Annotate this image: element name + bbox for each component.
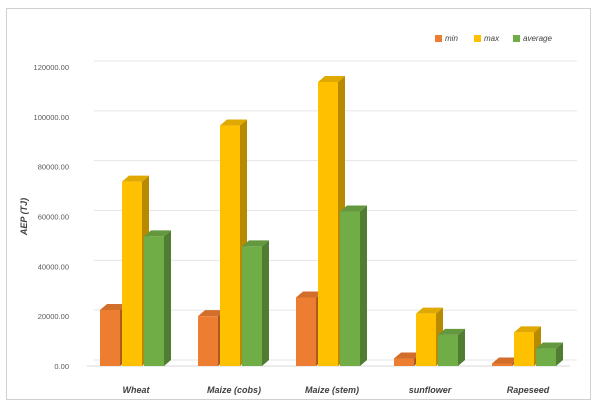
y-tick-label: 120000.00 [34, 63, 69, 72]
bar-top [100, 303, 127, 310]
bar-top [296, 291, 323, 298]
bar-top [220, 119, 247, 126]
bar-top [514, 326, 541, 333]
bar-side [458, 328, 465, 366]
x-tick-label: Maize (cobs) [207, 385, 261, 395]
bar-top [198, 310, 225, 317]
bar-front [198, 316, 218, 366]
x-tick-label: Wheat [123, 385, 151, 395]
bar-front [318, 81, 338, 366]
bar-front [100, 309, 120, 366]
bar-front [220, 125, 240, 366]
bar-side [556, 342, 563, 366]
bar-top [438, 328, 465, 335]
bar-average [340, 205, 367, 366]
bar-top [318, 75, 345, 82]
bar-top [492, 357, 519, 364]
x-tick-label: Maize (stem) [305, 385, 359, 395]
legend-swatch-average [513, 35, 520, 42]
y-tick-label: 20000.00 [38, 312, 69, 321]
y-tick-label: 100000.00 [34, 113, 69, 122]
bar-side [262, 240, 269, 366]
y-tick-label: 80000.00 [38, 163, 69, 172]
y-axis-label: AEP (TJ) [19, 198, 29, 236]
y-tick-label: 60000.00 [38, 213, 69, 222]
legend-label-average: average [523, 34, 552, 43]
legend-swatch-max [474, 35, 481, 42]
bar-top [394, 352, 421, 359]
bar-top [144, 230, 171, 237]
bar-side [360, 205, 367, 366]
bar-front [536, 348, 556, 366]
bar-front [242, 246, 262, 366]
chart-frame: 0.00 20000.00 40000.00 60000.00 80000.00 1000… [6, 8, 591, 400]
bar-top [340, 205, 367, 212]
bar-front [144, 236, 164, 366]
bar-front [492, 363, 512, 366]
bar-average [242, 240, 269, 366]
bar-average [144, 230, 171, 366]
bar-front [296, 297, 316, 366]
x-tick-label: sunflower [409, 385, 452, 395]
bar-side [164, 230, 171, 366]
bar-front [122, 181, 142, 366]
bar-average [438, 328, 465, 366]
bar-front [514, 332, 534, 366]
bar-front [438, 334, 458, 366]
bar-average [536, 342, 563, 366]
y-tick-label: 40000.00 [38, 262, 69, 271]
legend-label-min: min [445, 34, 458, 43]
bar-max [514, 326, 541, 366]
bar-front [416, 313, 436, 366]
bar-top [416, 307, 443, 314]
bar-front [394, 358, 414, 366]
bar-chart: 0.00 20000.00 40000.00 60000.00 80000.00 1000… [19, 34, 577, 395]
bar-top [242, 240, 269, 247]
legend-swatch-min [435, 35, 442, 42]
x-tick-label: Rapeseed [507, 385, 550, 395]
legend-label-max: max [484, 34, 500, 43]
bar-front [340, 211, 360, 366]
y-tick-label: 0.00 [54, 362, 69, 371]
bar-top [122, 175, 149, 182]
bar-top [536, 342, 563, 349]
